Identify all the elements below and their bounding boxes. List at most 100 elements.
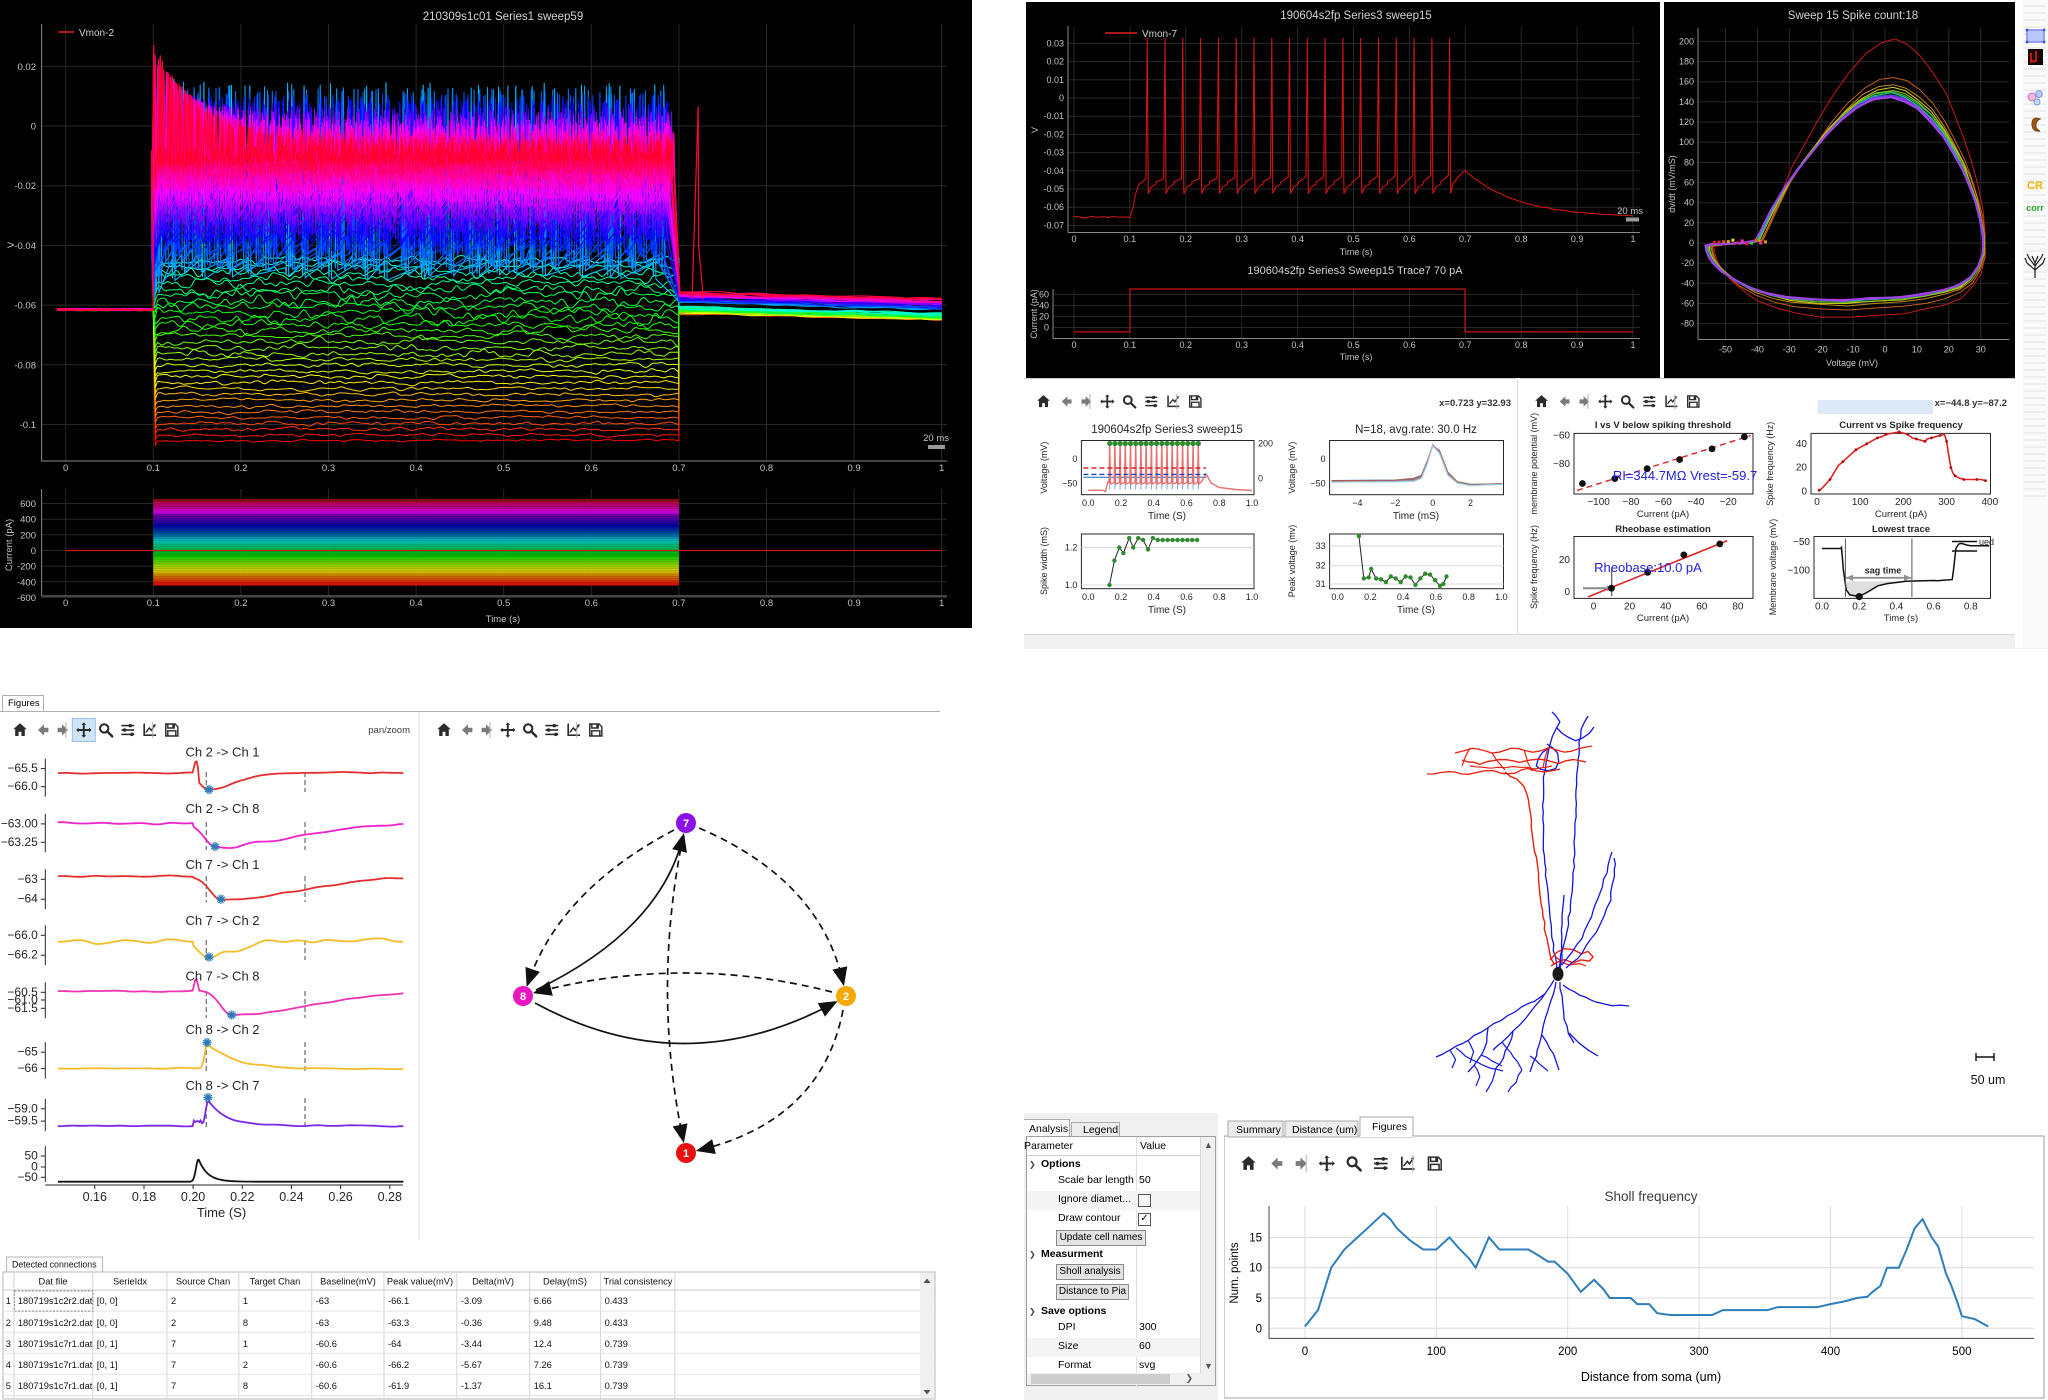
svg-text:-20: -20 xyxy=(1815,345,1828,355)
svg-text:190604s2fp Series3 sweep15: 190604s2fp Series3 sweep15 xyxy=(1091,424,1243,436)
svg-text:180719s1c2r2.dat: 180719s1c2r2.dat xyxy=(18,1296,93,1306)
svg-text:0.8: 0.8 xyxy=(1964,602,1978,613)
svg-text:200: 200 xyxy=(1558,1346,1577,1358)
svg-text:Current (pA): Current (pA) xyxy=(1637,509,1689,520)
svg-text:0.4: 0.4 xyxy=(1147,498,1160,508)
svg-text:0.3: 0.3 xyxy=(1235,340,1248,350)
svg-text:Delay(mS): Delay(mS) xyxy=(543,1277,587,1287)
svg-text:sag time: sag time xyxy=(1865,566,1902,576)
svg-text:5: 5 xyxy=(1256,1293,1262,1305)
svg-text:20: 20 xyxy=(1624,602,1636,613)
svg-text:0: 0 xyxy=(1564,587,1570,598)
svg-text:0.18: 0.18 xyxy=(132,1190,156,1204)
svg-text:1.0: 1.0 xyxy=(1246,498,1259,508)
svg-text:200: 200 xyxy=(20,530,36,541)
svg-text:Ch 8 -> Ch 7: Ch 8 -> Ch 7 xyxy=(185,1078,259,1093)
svg-text:0.6: 0.6 xyxy=(1430,592,1443,602)
svg-text:[0, 1]: [0, 1] xyxy=(97,1381,118,1391)
svg-text:0: 0 xyxy=(1689,238,1694,248)
svg-text:Time (mS): Time (mS) xyxy=(1393,511,1439,522)
svg-text:0.433: 0.433 xyxy=(605,1318,628,1328)
svg-text:120: 120 xyxy=(1679,117,1694,127)
svg-text:SerieIdx: SerieIdx xyxy=(113,1277,147,1287)
svg-text:8: 8 xyxy=(520,991,526,1003)
svg-text:−50: −50 xyxy=(1310,479,1325,489)
svg-text:0.2: 0.2 xyxy=(1115,498,1128,508)
svg-text:100: 100 xyxy=(1427,1346,1446,1358)
svg-text:0.1: 0.1 xyxy=(147,463,160,474)
svg-text:−20: −20 xyxy=(1720,497,1737,508)
svg-text:Figures: Figures xyxy=(1372,1121,1407,1133)
svg-text:Rheobase:10.0 pA: Rheobase:10.0 pA xyxy=(1594,560,1702,575)
svg-text:Current (pA): Current (pA) xyxy=(1637,613,1689,624)
svg-text:0.0: 0.0 xyxy=(1082,498,1095,508)
svg-text:0.4: 0.4 xyxy=(1291,340,1304,350)
svg-text:12.4: 12.4 xyxy=(534,1339,552,1349)
svg-text:50 um: 50 um xyxy=(1971,1073,2006,1087)
svg-text:9.48: 9.48 xyxy=(534,1318,552,1328)
svg-text:0: 0 xyxy=(1072,454,1077,464)
svg-text:Time (s): Time (s) xyxy=(1340,352,1373,362)
svg-text:1: 1 xyxy=(1630,340,1635,350)
svg-text:0.739: 0.739 xyxy=(605,1381,628,1391)
svg-text:−63.00: −63.00 xyxy=(1,816,38,830)
svg-text:400: 400 xyxy=(1821,1346,1840,1358)
svg-text:0.4: 0.4 xyxy=(1291,234,1304,244)
svg-text:Lowest trace: Lowest trace xyxy=(1872,524,1930,535)
svg-text:50: 50 xyxy=(24,1149,38,1163)
svg-text:0.739: 0.739 xyxy=(605,1339,628,1349)
svg-text:6.66: 6.66 xyxy=(534,1296,552,1306)
svg-text:1: 1 xyxy=(243,1339,248,1349)
svg-text:0: 0 xyxy=(1044,323,1049,333)
svg-text:dv/dt (mV/mS): dv/dt (mV/mS) xyxy=(1667,155,1677,213)
svg-text:180719s1c7r1.dat: 180719s1c7r1.dat xyxy=(18,1381,93,1391)
svg-text:-0.05: -0.05 xyxy=(1043,184,1064,194)
svg-text:Target Chan: Target Chan xyxy=(250,1277,301,1287)
svg-text:0.6: 0.6 xyxy=(1180,592,1193,602)
svg-text:20: 20 xyxy=(1039,312,1049,322)
svg-text:-60.6: -60.6 xyxy=(316,1381,337,1391)
svg-text:0.16: 0.16 xyxy=(83,1190,107,1204)
svg-text:0: 0 xyxy=(31,122,36,133)
svg-text:0.6: 0.6 xyxy=(585,463,598,474)
svg-text:−66.0: −66.0 xyxy=(7,779,38,793)
svg-text:−40: −40 xyxy=(1687,497,1704,508)
svg-text:−59.5: −59.5 xyxy=(7,1114,38,1128)
svg-text:0.1: 0.1 xyxy=(1124,234,1137,244)
svg-text:0: 0 xyxy=(1059,93,1064,103)
svg-text:-0.02: -0.02 xyxy=(1043,129,1064,139)
svg-text:-0.06: -0.06 xyxy=(14,301,36,312)
svg-text:−50: −50 xyxy=(17,1170,38,1184)
svg-text:-66.1: -66.1 xyxy=(388,1296,409,1306)
svg-text:190604s2fp Series3 Sweep15 Tra: 190604s2fp Series3 Sweep15 Trace7 70 pA xyxy=(1247,265,1463,277)
svg-text:−61.5: −61.5 xyxy=(7,1001,38,1015)
svg-text:0.2: 0.2 xyxy=(1180,234,1193,244)
svg-text:−65.5: −65.5 xyxy=(7,761,38,775)
svg-text:-40: -40 xyxy=(1681,278,1694,288)
svg-text:3: 3 xyxy=(6,1339,11,1349)
svg-text:Time (S): Time (S) xyxy=(1397,605,1435,616)
svg-text:Membrane voltage (mV): Membrane voltage (mV) xyxy=(1768,519,1778,616)
svg-text:−66.2: −66.2 xyxy=(7,948,38,962)
svg-text:0.433: 0.433 xyxy=(605,1296,628,1306)
svg-text:RI=344.7MΩ Vrest=-59.7: RI=344.7MΩ Vrest=-59.7 xyxy=(1613,468,1757,483)
svg-text:−59.0: −59.0 xyxy=(7,1101,38,1115)
svg-text:-80: -80 xyxy=(1681,319,1694,329)
svg-text:0.2: 0.2 xyxy=(1364,592,1377,602)
svg-text:0.0: 0.0 xyxy=(1815,602,1829,613)
svg-text:5: 5 xyxy=(6,1381,11,1391)
svg-text:Current (pA): Current (pA) xyxy=(4,519,15,571)
svg-text:0.4: 0.4 xyxy=(409,598,422,609)
svg-text:1.2: 1.2 xyxy=(1065,543,1078,553)
svg-text:0.26: 0.26 xyxy=(328,1190,352,1204)
svg-text:-0.06: -0.06 xyxy=(1043,202,1064,212)
svg-text:ued: ued xyxy=(1979,537,1994,547)
svg-text:Vmon-7: Vmon-7 xyxy=(1142,29,1177,40)
svg-text:0.03: 0.03 xyxy=(1046,38,1064,48)
svg-text:0.5: 0.5 xyxy=(1347,234,1360,244)
svg-text:2: 2 xyxy=(171,1318,176,1328)
svg-text:-400: -400 xyxy=(17,577,36,588)
svg-text:1: 1 xyxy=(1630,234,1635,244)
svg-text:−63.25: −63.25 xyxy=(1,835,38,849)
svg-text:0.7: 0.7 xyxy=(672,463,685,474)
